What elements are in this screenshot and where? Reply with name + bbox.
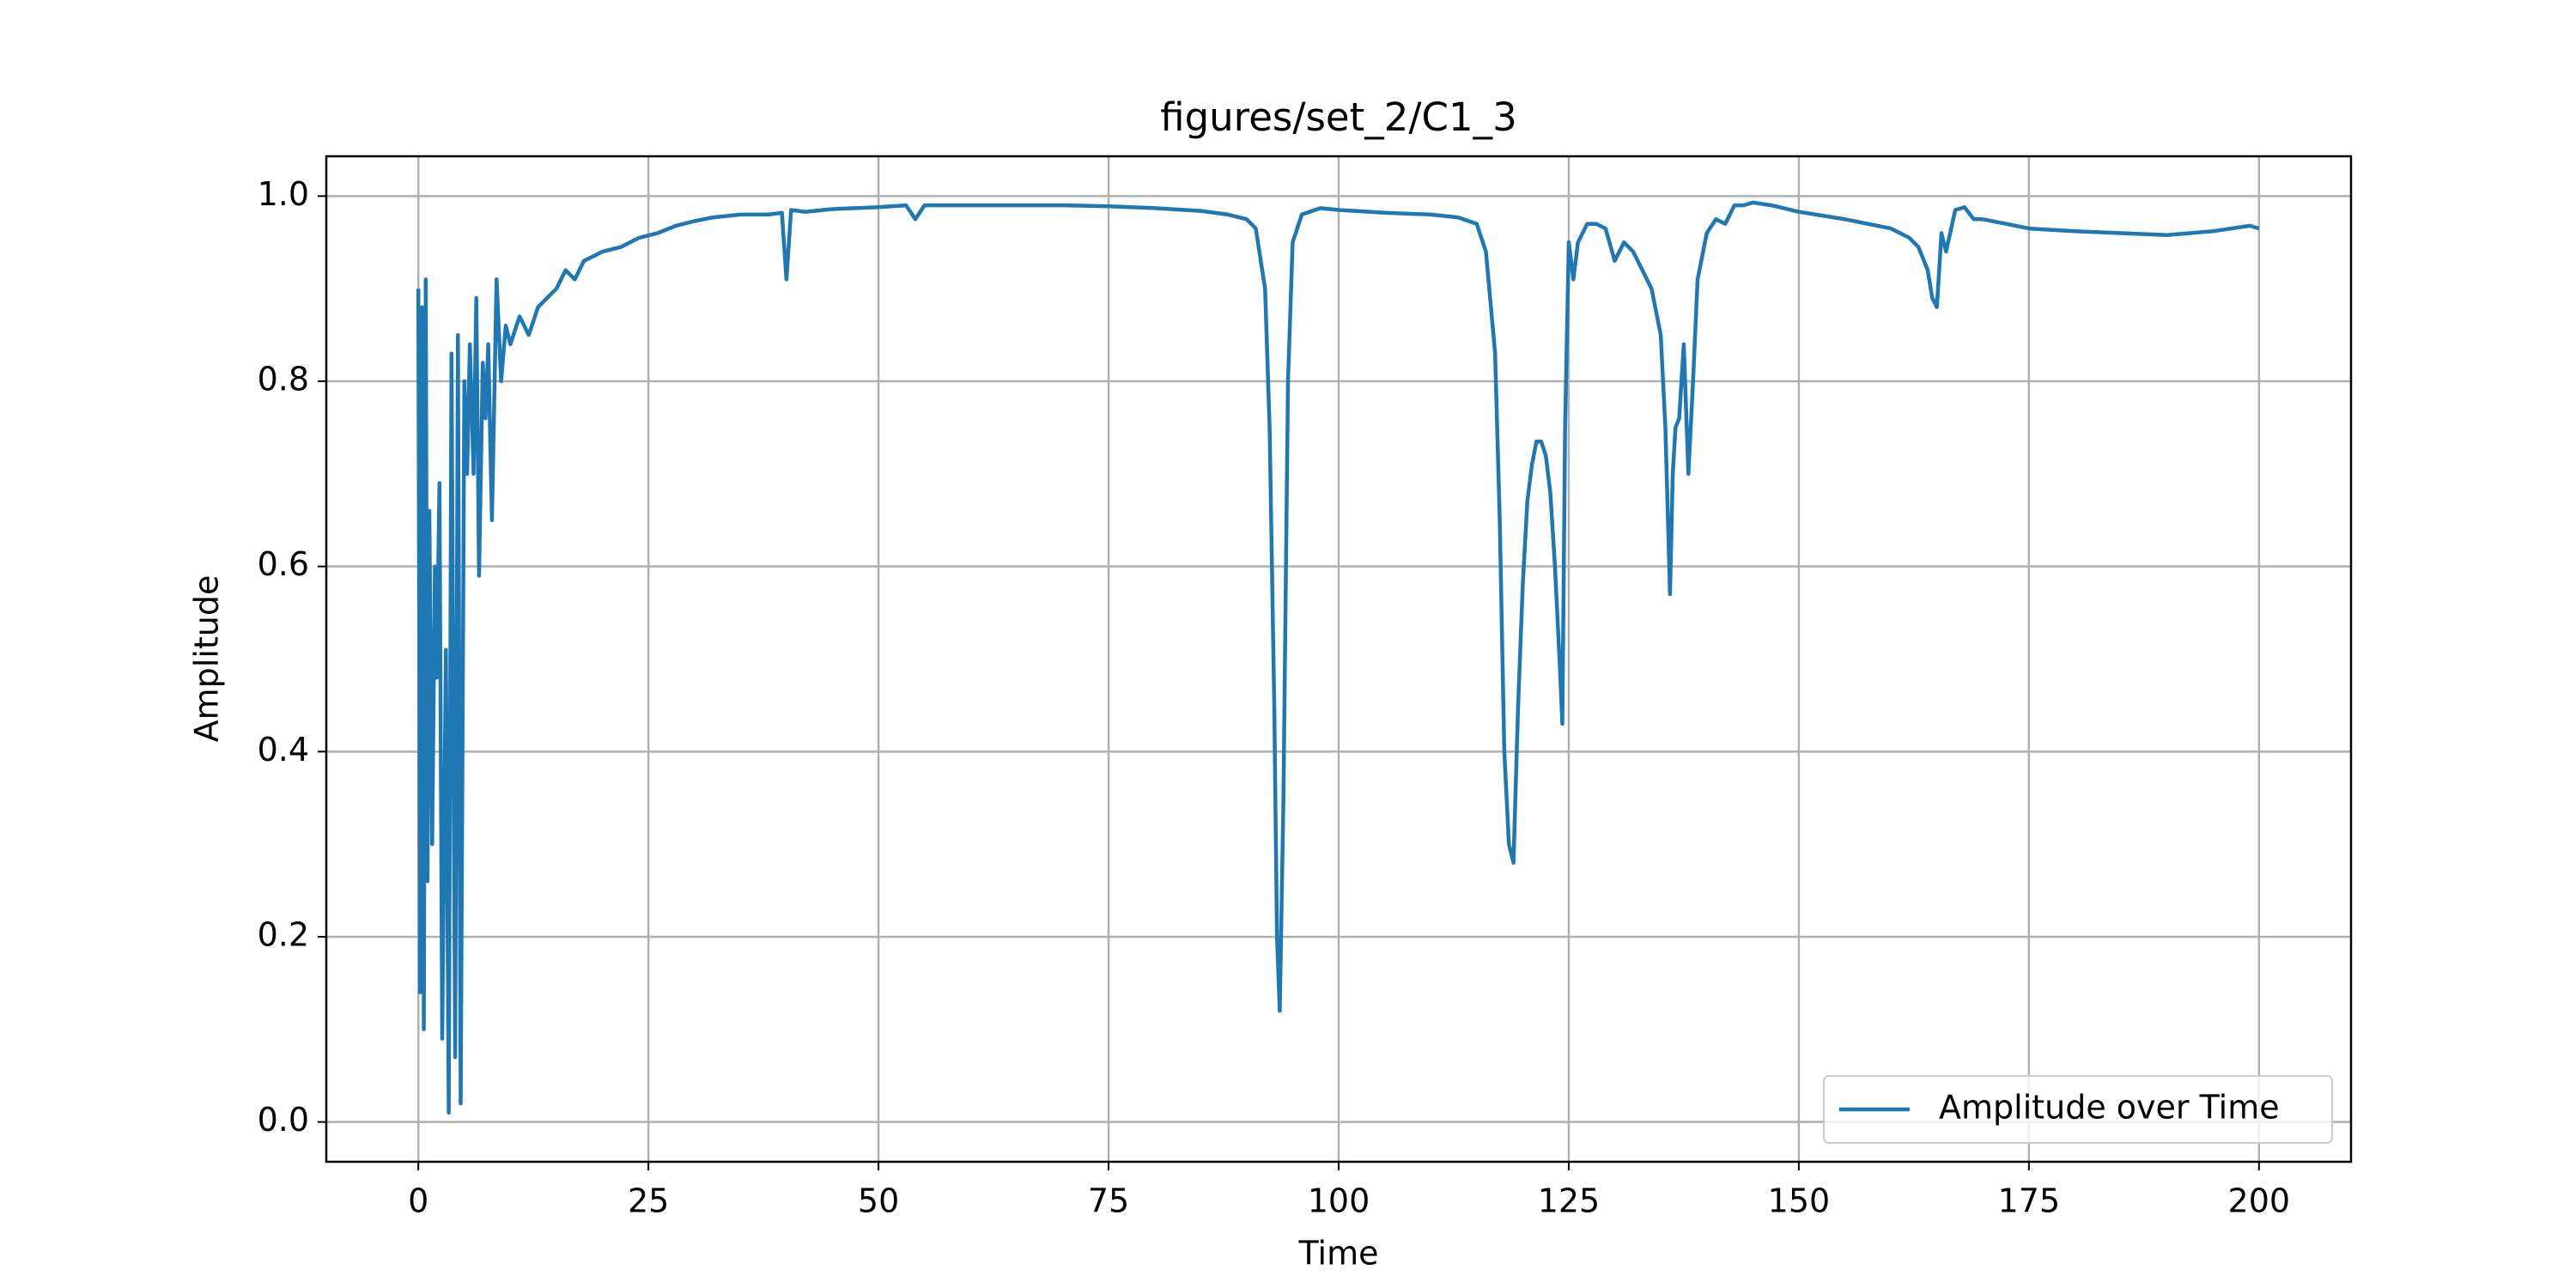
x-tick-label: 100	[1308, 1182, 1370, 1220]
y-tick-label: 0.8	[258, 361, 309, 398]
y-tick-label: 1.0	[258, 175, 309, 213]
x-tick-label: 200	[2228, 1182, 2291, 1220]
x-tick-label: 50	[858, 1182, 899, 1220]
x-tick-label: 0	[408, 1182, 428, 1220]
x-tick-label: 75	[1088, 1182, 1129, 1220]
x-tick-label: 175	[1998, 1182, 2061, 1220]
y-tick-label: 0.2	[258, 915, 309, 953]
legend-label: Amplitude over Time	[1939, 1089, 2280, 1127]
x-tick-label: 125	[1538, 1182, 1601, 1220]
x-axis-label: Time	[1298, 1235, 1379, 1273]
x-tick-label: 25	[628, 1182, 669, 1220]
axes-frame	[325, 155, 2353, 1163]
chart-title: figures/set_2/C1_3	[1160, 94, 1516, 140]
data-line	[416, 200, 2260, 1115]
y-axis-label: Amplitude	[188, 575, 226, 743]
legend-box	[1823, 1075, 2333, 1144]
y-tick-label: 0.4	[258, 731, 309, 769]
y-tick-label: 0.0	[258, 1101, 309, 1139]
x-tick-label: 150	[1768, 1182, 1831, 1220]
y-tick-label: 0.6	[258, 545, 309, 583]
